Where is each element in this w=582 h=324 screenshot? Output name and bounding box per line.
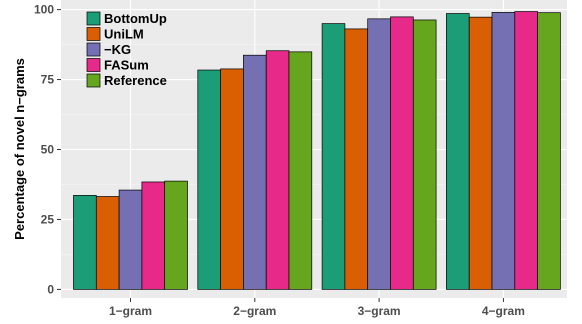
legend-label: UniLM (104, 27, 144, 42)
bar-unilm-2 (220, 68, 244, 290)
bar-bottomup-1 (73, 195, 97, 290)
bar-kg-1 (118, 189, 143, 290)
bar-fasum-4 (514, 11, 538, 290)
bar-reference-2 (288, 51, 313, 290)
x-tick-label: 2−gram (233, 304, 276, 318)
legend-key (86, 42, 101, 57)
y-axis-ticks: 0 25 50 75 100 (34, 3, 61, 296)
legend-label: BottomUp (104, 11, 167, 26)
y-tick-label: 50 (41, 143, 55, 157)
bar-reference-1 (164, 180, 188, 290)
x-tick-label: 3−gram (358, 304, 401, 318)
bar-fasum-1 (141, 181, 166, 290)
y-tick-label: 100 (34, 3, 54, 17)
x-tick-label: 1−gram (109, 304, 152, 318)
bar-fasum-3 (390, 16, 414, 290)
bar-kg-4 (491, 12, 516, 290)
x-axis-ticks: 1−gram 2−gram 3−gram 4−gram (109, 298, 525, 318)
bar-kg-3 (367, 18, 391, 290)
legend-label: −KG (104, 42, 131, 57)
y-tick-label: 0 (47, 282, 54, 296)
x-tick-label: 4−gram (482, 304, 525, 318)
bar-bottomup-4 (446, 13, 470, 290)
bar-reference-3 (412, 19, 437, 290)
legend-key (86, 73, 101, 88)
bar-fasum-2 (265, 50, 290, 290)
bar-unilm-1 (95, 196, 120, 290)
bar-unilm-3 (344, 28, 369, 290)
legend-key (86, 11, 101, 26)
bar-bottomup-2 (197, 69, 221, 290)
legend-label: Reference (104, 73, 167, 88)
bar-bottomup-3 (321, 23, 346, 290)
y-tick-label: 25 (41, 212, 55, 226)
y-axis-title: Percentage of novel n−grams (12, 58, 27, 240)
y-tick-label: 75 (41, 73, 55, 87)
legend-key (86, 27, 101, 41)
legend-key (86, 58, 101, 72)
bar-reference-4 (537, 12, 561, 290)
bar-unilm-4 (468, 16, 493, 290)
bars (73, 11, 561, 290)
legend-label: FASum (104, 58, 149, 73)
bar-kg-2 (243, 54, 267, 290)
